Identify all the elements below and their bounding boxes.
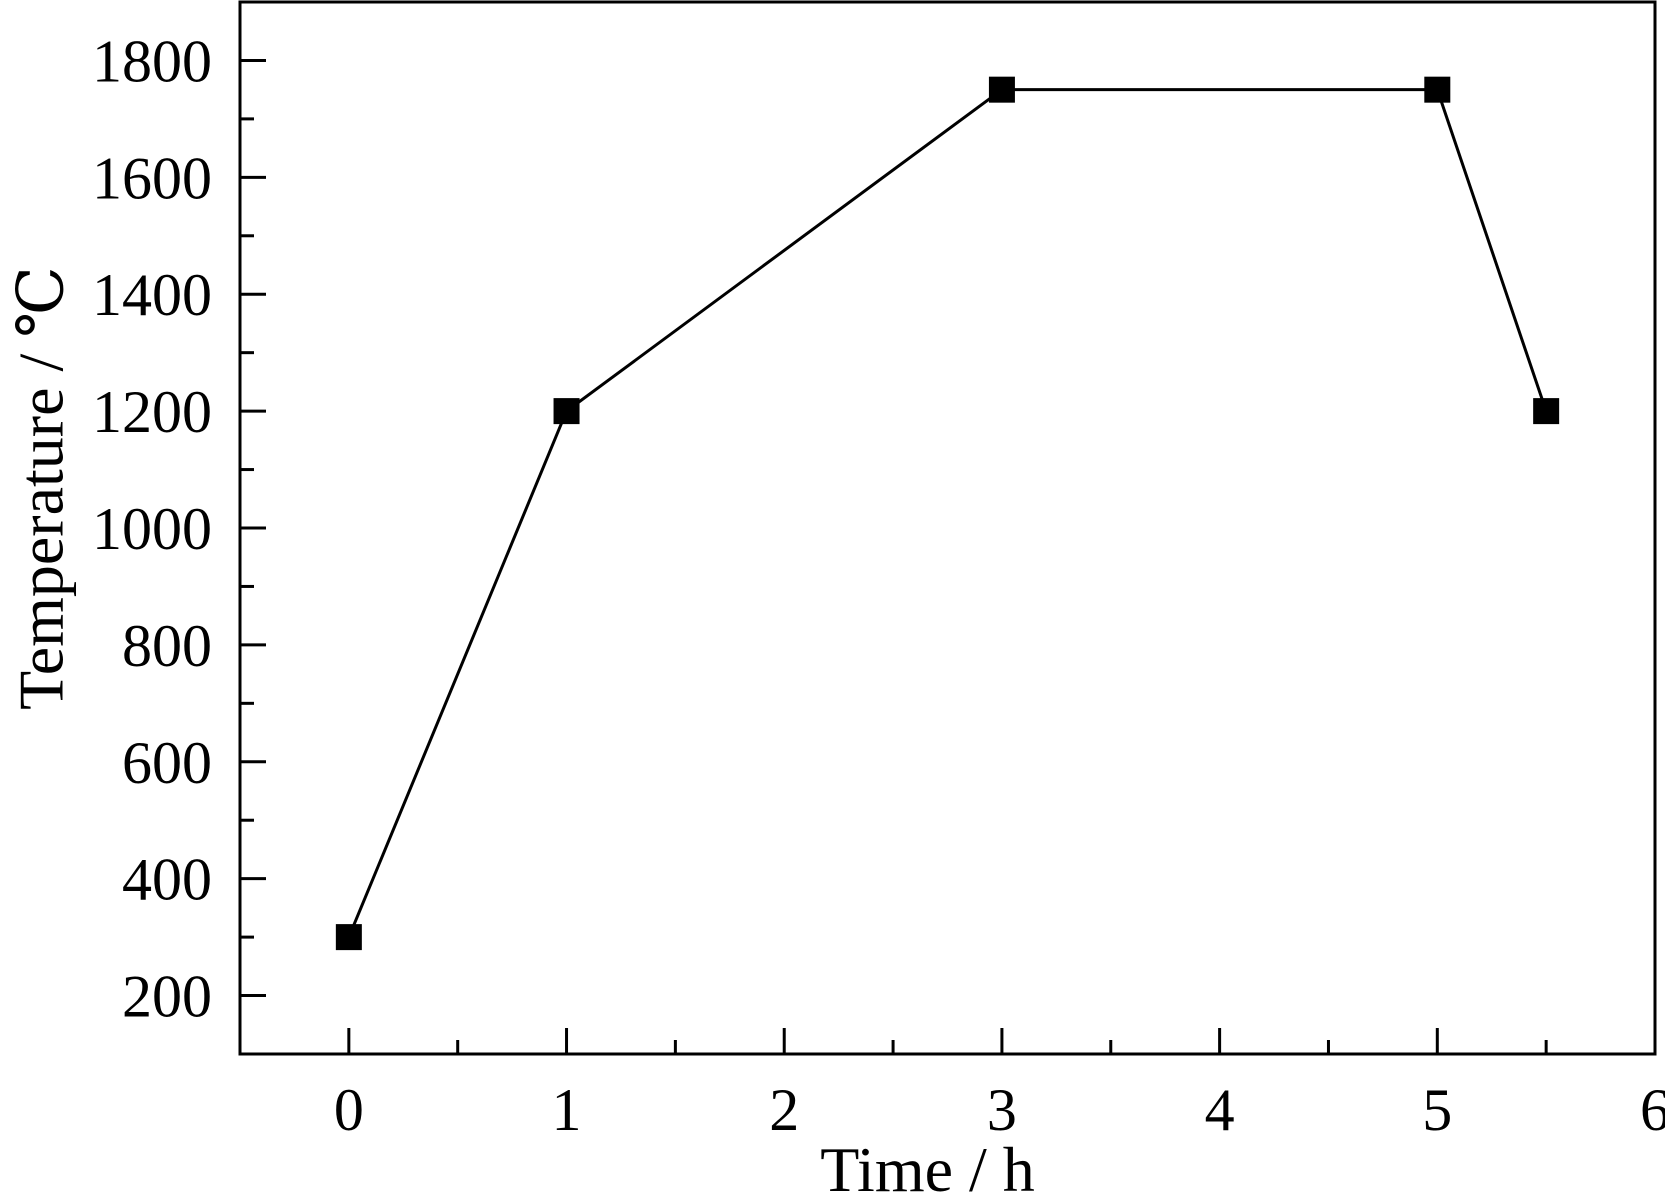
axis-tick-labels: 0 1 2 3 4 5 6 200 400 600 800 1000 1200 1400 1600 1800 (92, 28, 1665, 1143)
x-tick-label: 0 (334, 1077, 364, 1143)
x-tick-label: 5 (1422, 1077, 1452, 1143)
y-tick-label: 200 (122, 964, 212, 1030)
y-tick-label: 600 (122, 730, 212, 796)
series-line-segment (1435, 89, 1548, 412)
y-tick-label: 800 (122, 613, 212, 679)
data-point-square (553, 398, 580, 425)
plot-frame (238, 0, 1657, 1056)
y-tick-label: 1600 (92, 145, 212, 211)
x-tick-label: 6 (1640, 1077, 1665, 1143)
series-line-segment (347, 410, 568, 938)
y-tick-label: 1400 (92, 262, 212, 328)
y-tick-label: 1000 (92, 496, 212, 562)
axis-ticks (240, 58, 1657, 1054)
data-point-square (988, 76, 1015, 103)
y-tick-label: 1200 (92, 379, 212, 445)
data-point-square (1533, 398, 1560, 425)
y-axis-title: Temperature / ℃ (6, 266, 77, 710)
x-axis-title: Time / h (820, 1134, 1035, 1201)
y-tick-label: 1800 (92, 28, 212, 94)
x-tick-label: 1 (552, 1077, 582, 1143)
y-tick-label: 400 (122, 847, 212, 913)
x-tick-label: 3 (987, 1077, 1017, 1143)
data-series (335, 76, 1560, 951)
x-tick-label: 2 (769, 1077, 799, 1143)
series-line-segment (565, 88, 1003, 413)
x-tick-label: 4 (1205, 1077, 1235, 1143)
data-point-square (335, 924, 362, 951)
plot-border (238, 0, 1657, 1056)
data-point-square (1424, 76, 1451, 103)
